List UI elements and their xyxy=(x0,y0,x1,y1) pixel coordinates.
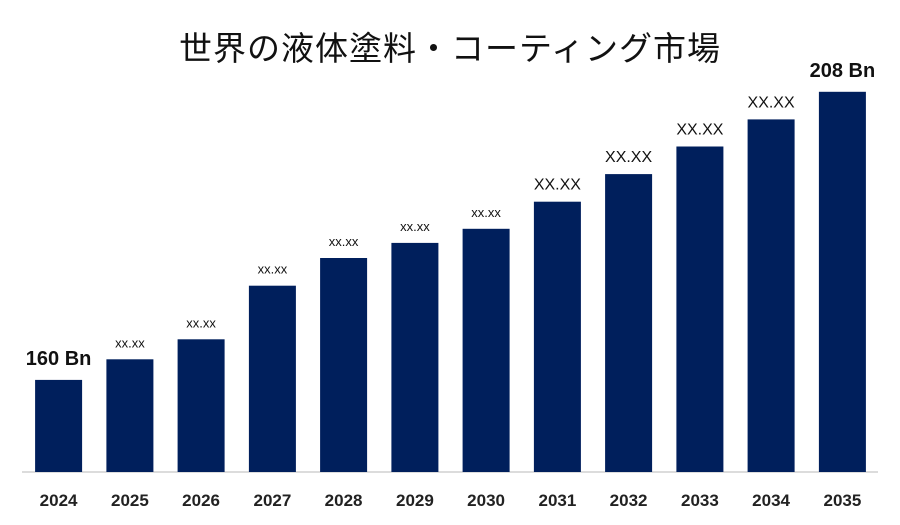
x-tick-label-2034: 2034 xyxy=(752,491,790,510)
data-label-2028: xx.xx xyxy=(329,234,359,249)
bar-2028 xyxy=(320,258,368,472)
data-label-2030: xx.xx xyxy=(471,205,501,220)
data-label-2031: XX.XX xyxy=(534,177,581,194)
data-label-2029: xx.xx xyxy=(400,219,430,234)
bar-2024 xyxy=(35,379,83,472)
bar-2027 xyxy=(248,285,296,472)
data-label-2025: xx.xx xyxy=(115,335,145,350)
bar-2025 xyxy=(106,359,154,472)
x-tick-label-2028: 2028 xyxy=(325,491,363,510)
x-tick-label-2035: 2035 xyxy=(823,491,861,510)
x-tick-label-2027: 2027 xyxy=(253,491,291,510)
bar-2033 xyxy=(676,146,724,472)
bar-2030 xyxy=(462,228,510,472)
bar-2026 xyxy=(177,339,225,472)
x-tick-label-2029: 2029 xyxy=(396,491,434,510)
bar-2035 xyxy=(818,91,866,473)
bar-2029 xyxy=(391,242,439,472)
x-tick-label-2025: 2025 xyxy=(111,491,149,510)
x-tick-label-2033: 2033 xyxy=(681,491,719,510)
data-label-2034: XX.XX xyxy=(748,94,795,111)
data-label-2024: 160 Bn xyxy=(26,348,92,370)
x-tick-label-2024: 2024 xyxy=(40,491,78,510)
x-tick-label-2026: 2026 xyxy=(182,491,220,510)
data-label-2035: 208 Bn xyxy=(810,60,876,82)
x-tick-label-2031: 2031 xyxy=(538,491,576,510)
x-tick-label-2030: 2030 xyxy=(467,491,505,510)
data-label-2033: XX.XX xyxy=(676,122,723,139)
x-tick-label-2032: 2032 xyxy=(610,491,648,510)
bar-2031 xyxy=(533,201,581,472)
chart-title: 世界の液体塗料・コーティング市場 xyxy=(178,29,722,68)
data-label-2032: XX.XX xyxy=(605,149,652,166)
bar-2034 xyxy=(747,119,795,473)
data-label-2026: xx.xx xyxy=(186,315,216,330)
bar-2032 xyxy=(605,174,653,472)
data-label-2027: xx.xx xyxy=(258,262,288,277)
